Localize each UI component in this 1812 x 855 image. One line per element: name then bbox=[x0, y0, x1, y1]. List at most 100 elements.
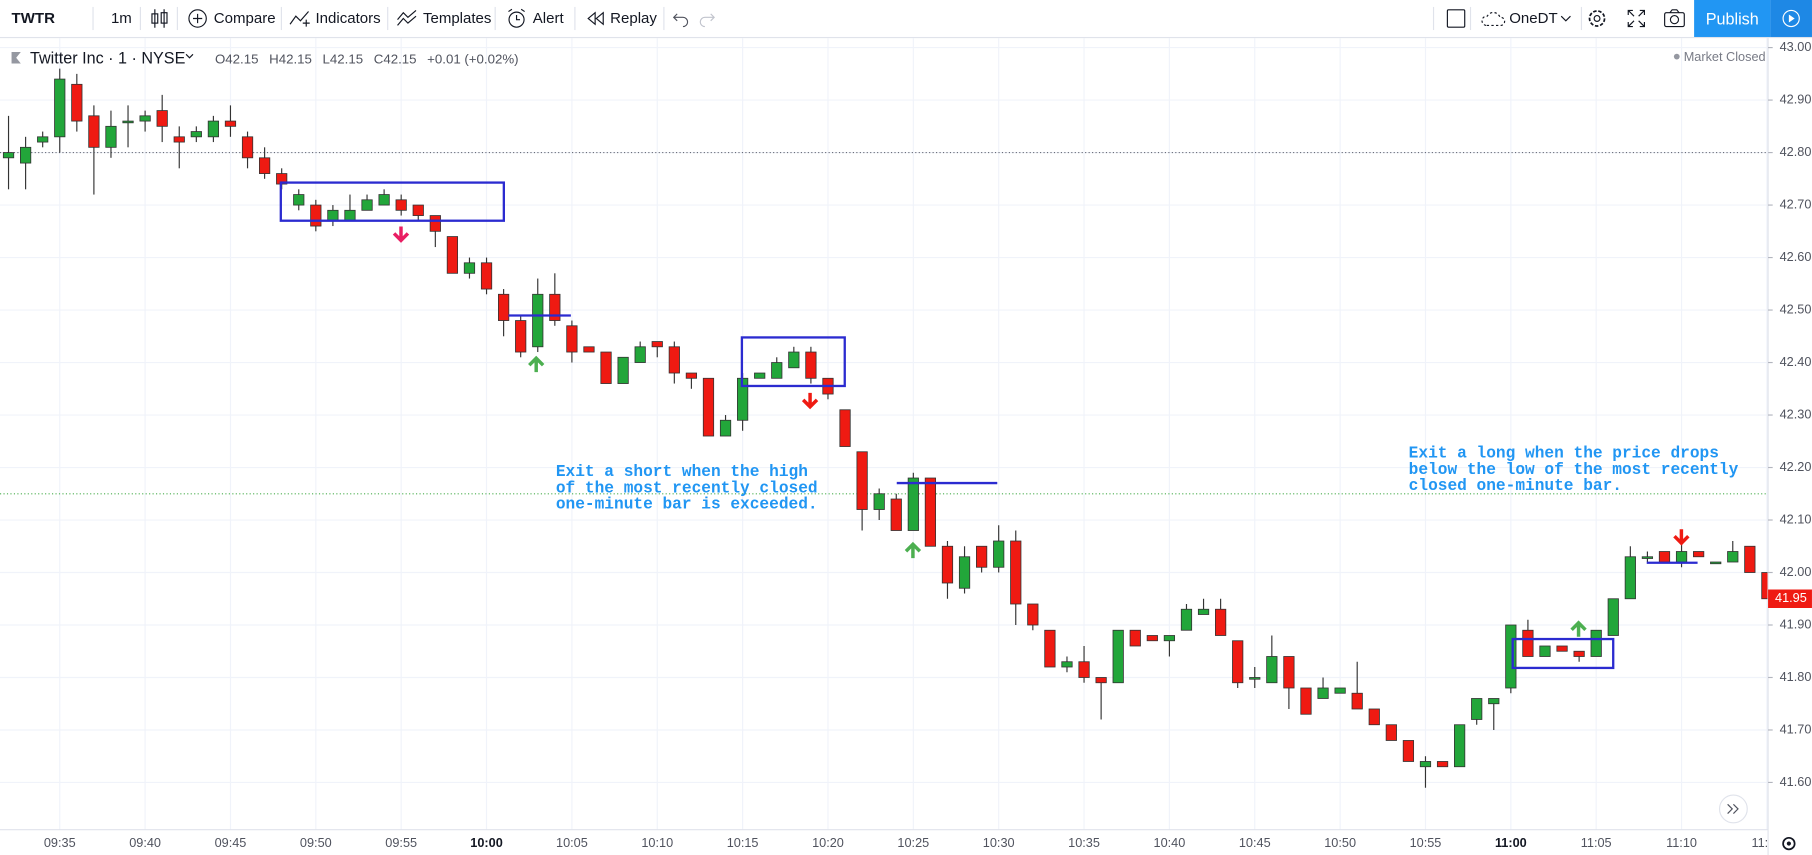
cloud-icon[interactable] bbox=[1480, 8, 1508, 29]
alert-icon[interactable] bbox=[506, 8, 527, 29]
candle-body bbox=[20, 146, 32, 164]
candle-body bbox=[1249, 677, 1261, 680]
symbol-icon bbox=[11, 52, 21, 64]
ohlc-values: O42.15 H42.15 L42.15 C42.15 +0.01 (+0.02… bbox=[215, 52, 519, 67]
caret[interactable] bbox=[1560, 15, 1572, 22]
scroll-button[interactable] bbox=[1718, 794, 1748, 824]
last-price-box bbox=[1768, 589, 1812, 608]
candle-body bbox=[566, 325, 578, 353]
candle-body bbox=[1027, 603, 1039, 626]
x-tick-label: 11:00 bbox=[1495, 835, 1527, 850]
templates-button[interactable]: Templates bbox=[422, 9, 492, 27]
square-icon[interactable] bbox=[1446, 8, 1467, 29]
candle-body bbox=[600, 351, 612, 384]
candle-body bbox=[498, 293, 510, 321]
replay-icon[interactable] bbox=[586, 8, 604, 29]
caret bbox=[185, 53, 194, 59]
settings-icon[interactable] bbox=[1587, 8, 1608, 29]
compare-icon[interactable] bbox=[187, 8, 208, 29]
separator bbox=[1580, 6, 1583, 31]
market-status: Market Closed bbox=[1684, 49, 1766, 64]
candle-body bbox=[1215, 608, 1227, 636]
chart-type-icon[interactable] bbox=[150, 8, 168, 29]
candle-body bbox=[1351, 692, 1363, 710]
annotation-line: closed one-minute bar. bbox=[1409, 477, 1622, 495]
candle-body bbox=[668, 346, 680, 374]
candle-body bbox=[1044, 629, 1056, 668]
symbol-title[interactable]: Twitter Inc · 1 · NYSE bbox=[30, 50, 186, 68]
candle-body bbox=[310, 204, 322, 227]
candle-body bbox=[839, 409, 851, 447]
last-price-label: 41.95 bbox=[1775, 590, 1807, 605]
candle-body bbox=[429, 215, 441, 232]
candle-body bbox=[1556, 645, 1568, 652]
templates-icon[interactable] bbox=[396, 8, 419, 29]
candle-body bbox=[207, 120, 219, 138]
grid bbox=[0, 38, 1769, 830]
candle-body bbox=[1078, 661, 1090, 678]
interval[interactable]: 1m bbox=[110, 9, 132, 27]
snapshot-icon[interactable] bbox=[1663, 8, 1686, 29]
candle-body bbox=[583, 346, 595, 353]
x-tick-label: 10:00 bbox=[470, 835, 503, 850]
candle-body bbox=[54, 78, 66, 138]
y-tick-label: 42.40 bbox=[1780, 354, 1812, 369]
candle-body bbox=[1573, 650, 1585, 657]
scroll-circle[interactable] bbox=[1718, 794, 1748, 824]
ohlc-value: 42.15 bbox=[383, 52, 416, 67]
symbol[interactable]: TWTR bbox=[11, 9, 55, 27]
candle-body bbox=[1368, 708, 1380, 726]
indicators-icon[interactable] bbox=[289, 8, 312, 29]
candle-body bbox=[1436, 761, 1449, 768]
play-button[interactable] bbox=[1770, 0, 1812, 37]
compare-button[interactable]: Compare bbox=[213, 9, 276, 27]
separator bbox=[92, 6, 94, 31]
x-tick-label: 10:10 bbox=[641, 835, 673, 850]
candle-body bbox=[293, 194, 305, 206]
y-tick-label: 41.80 bbox=[1780, 669, 1812, 684]
candle-body bbox=[412, 204, 424, 216]
separator bbox=[176, 6, 178, 31]
candle-body bbox=[463, 262, 476, 274]
publish-button[interactable]: Publish bbox=[1694, 0, 1771, 37]
y-tick-label: 42.60 bbox=[1780, 249, 1812, 264]
candle-body bbox=[480, 262, 493, 290]
candle-body bbox=[907, 477, 919, 531]
candle-body bbox=[634, 346, 646, 363]
arrow-up bbox=[528, 355, 545, 373]
indicators-button[interactable]: Indicators bbox=[315, 9, 381, 27]
play-icon bbox=[1782, 9, 1800, 28]
candle-body bbox=[1300, 687, 1312, 715]
candle-body bbox=[1266, 656, 1278, 684]
box-drawing bbox=[1511, 637, 1615, 670]
annotation-line: below the low of the most recently bbox=[1409, 461, 1739, 479]
separator bbox=[1432, 6, 1435, 31]
candle-body bbox=[617, 356, 629, 384]
y-tick-label: 42.20 bbox=[1780, 459, 1812, 474]
candle-body bbox=[651, 341, 663, 348]
candle-body bbox=[105, 125, 117, 148]
separator bbox=[387, 6, 389, 31]
candle-body bbox=[88, 115, 100, 148]
candle-body bbox=[361, 199, 373, 211]
x-tick-label: 11:15 bbox=[1751, 835, 1782, 850]
settings-button[interactable] bbox=[1782, 836, 1796, 851]
fullscreen-icon[interactable] bbox=[1626, 8, 1647, 29]
undo-icon[interactable] bbox=[672, 8, 689, 29]
candle-body bbox=[173, 136, 185, 143]
layout-name[interactable]: OneDT bbox=[1509, 9, 1558, 27]
candle-body bbox=[1675, 551, 1688, 563]
candle-body bbox=[1590, 629, 1602, 657]
candle-body bbox=[1522, 629, 1534, 657]
candle-body bbox=[1658, 551, 1671, 563]
candle-body bbox=[873, 493, 885, 510]
box-drawing bbox=[279, 181, 505, 222]
alert-button[interactable]: Alert bbox=[532, 9, 564, 27]
annotation: Exit a short when the high of the most r… bbox=[556, 445, 1739, 514]
candle-body bbox=[1129, 629, 1141, 647]
candle-body bbox=[924, 477, 937, 547]
settings-icon[interactable] bbox=[1782, 836, 1796, 851]
replay-button[interactable]: Replay bbox=[610, 9, 657, 27]
redo-icon[interactable] bbox=[699, 8, 715, 29]
